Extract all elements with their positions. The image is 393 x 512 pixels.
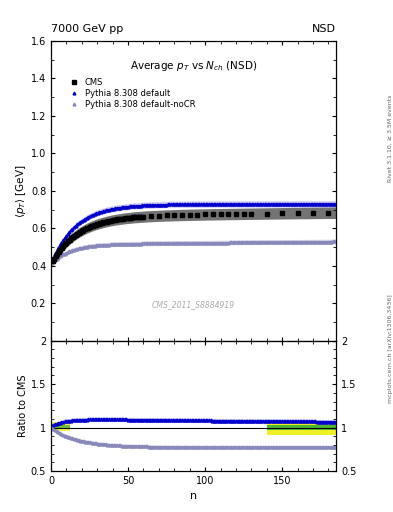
Pythia 8.308 default xyxy=(108,206,113,212)
Pythia 8.308 default xyxy=(302,201,307,207)
Text: CMS_2011_S8884919: CMS_2011_S8884919 xyxy=(152,300,235,309)
Pythia 8.308 default-noCR xyxy=(50,260,54,266)
Pythia 8.308 default xyxy=(324,201,329,207)
Text: NSD: NSD xyxy=(312,24,336,34)
CMS xyxy=(119,216,124,222)
Pythia 8.308 default-noCR xyxy=(334,239,338,245)
Pythia 8.308 default xyxy=(83,216,88,222)
Legend: CMS, Pythia 8.308 default, Pythia 8.308 default-noCR: CMS, Pythia 8.308 default, Pythia 8.308 … xyxy=(67,78,195,109)
X-axis label: n: n xyxy=(190,492,197,501)
Pythia 8.308 default-noCR xyxy=(302,239,307,245)
Pythia 8.308 default-noCR xyxy=(83,244,88,250)
Pythia 8.308 default xyxy=(54,248,59,254)
Pythia 8.308 default-noCR xyxy=(54,255,59,262)
Pythia 8.308 default xyxy=(334,201,338,207)
Text: Average $p_T$ vs $N_{ch}$ (NSD): Average $p_T$ vs $N_{ch}$ (NSD) xyxy=(130,59,257,73)
CMS xyxy=(138,214,143,220)
Text: 7000 GeV pp: 7000 GeV pp xyxy=(51,24,123,34)
CMS xyxy=(99,220,104,226)
Pythia 8.308 default xyxy=(158,202,162,208)
Line: Pythia 8.308 default-noCR: Pythia 8.308 default-noCR xyxy=(50,240,338,265)
Pythia 8.308 default-noCR xyxy=(158,240,162,246)
Text: Rivet 3.1.10, ≥ 3.5M events: Rivet 3.1.10, ≥ 3.5M events xyxy=(388,95,393,182)
CMS xyxy=(98,220,103,226)
Pythia 8.308 default-noCR xyxy=(108,241,113,247)
Y-axis label: $\langle p_T \rangle$ [GeV]: $\langle p_T \rangle$ [GeV] xyxy=(14,164,28,218)
Line: Pythia 8.308 default: Pythia 8.308 default xyxy=(50,203,338,263)
Pythia 8.308 default xyxy=(50,258,54,264)
CMS xyxy=(83,226,87,232)
CMS xyxy=(50,258,55,264)
Pythia 8.308 default-noCR xyxy=(324,239,329,245)
CMS xyxy=(79,228,84,234)
Y-axis label: Ratio to CMS: Ratio to CMS xyxy=(18,375,28,437)
Text: mcplots.cern.ch [arXiv:1306.3436]: mcplots.cern.ch [arXiv:1306.3436] xyxy=(388,294,393,402)
Line: CMS: CMS xyxy=(50,210,331,264)
CMS xyxy=(326,210,331,216)
